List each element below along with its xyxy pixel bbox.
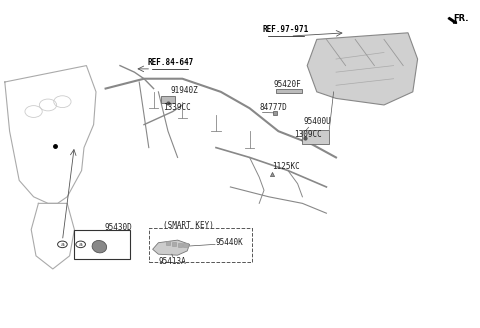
- Bar: [166, 241, 170, 245]
- Text: FR.: FR.: [454, 14, 469, 23]
- Bar: [74, 230, 130, 259]
- Text: 84777D: 84777D: [259, 103, 287, 112]
- Text: REF.97-971: REF.97-971: [263, 26, 309, 34]
- Text: a: a: [79, 242, 83, 247]
- Polygon shape: [153, 240, 190, 255]
- Bar: [149, 228, 252, 262]
- Text: 1309CC: 1309CC: [294, 130, 322, 139]
- Text: REF.84-647: REF.84-647: [147, 58, 193, 67]
- Ellipse shape: [92, 240, 107, 253]
- Text: 95413A: 95413A: [159, 257, 187, 266]
- Text: (SMART KEY): (SMART KEY): [163, 221, 214, 230]
- Text: 95430D: 95430D: [105, 223, 132, 232]
- Bar: [172, 242, 176, 246]
- FancyArrow shape: [448, 18, 456, 23]
- Text: 91940Z: 91940Z: [170, 86, 198, 95]
- Text: 95440K: 95440K: [215, 237, 243, 247]
- Text: 1339CC: 1339CC: [163, 103, 191, 112]
- Text: a: a: [60, 242, 64, 247]
- Polygon shape: [307, 33, 418, 105]
- Bar: [183, 243, 188, 247]
- Bar: [178, 243, 182, 247]
- Bar: [302, 130, 329, 144]
- Text: 95420F: 95420F: [274, 80, 301, 89]
- Text: 1125KC: 1125KC: [272, 162, 300, 171]
- Text: 95400U: 95400U: [304, 117, 332, 126]
- Bar: [276, 89, 302, 93]
- Bar: [161, 96, 175, 103]
